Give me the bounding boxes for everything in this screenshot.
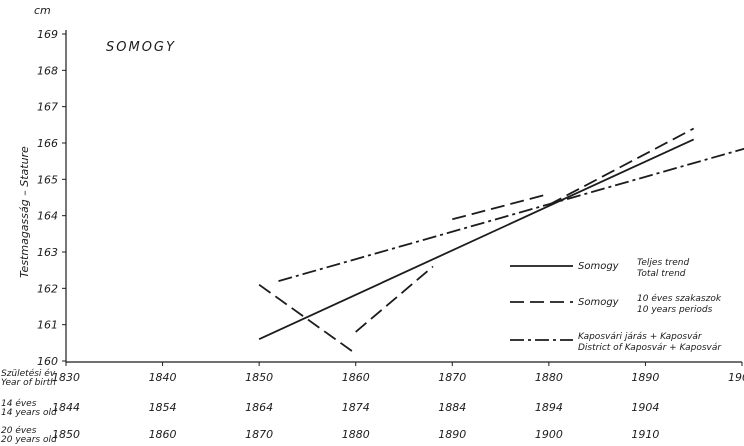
x-tick-label: 1860 [149,428,177,441]
legend-name: Kaposvári járás + Kaposvár [578,332,703,342]
x-tick-label: 1890 [438,428,466,441]
y-tick-labels: 160 161 162 163 164 165 166 167 168 169 [37,28,58,368]
series-solid [258,138,695,341]
legend-description-en: Total trend [637,269,686,279]
y-tick-label: 164 [37,210,58,223]
legend-description-en: District of Kaposvár + Kaposvár [578,343,722,353]
y-tick-label: 167 [37,101,58,114]
x-tick-label: 1880 [342,428,370,441]
x-row-label-en: Year of birth [1,378,56,388]
y-tick-label: 168 [37,64,58,77]
x-tick-label: 1850 [52,428,80,441]
y-tick-label: 166 [37,137,58,150]
series-line [355,265,434,333]
series-line [278,147,744,282]
series-line [258,138,695,341]
series-layer [258,127,744,355]
x-tick-label: 1904 [631,401,659,414]
y-tick-label: 160 [37,355,58,368]
x-tick-label: 1900 [535,428,563,441]
legend-description-hu: Teljes trend [637,258,689,268]
series-line [548,127,695,206]
y-tick-label: 162 [37,282,58,295]
x-tick-label: 1900 [728,371,744,384]
series-dashed [258,127,695,355]
y-unit-label: cm [34,4,51,17]
legend-name: Somogy [578,297,620,308]
x-row-label-hu: 14 éves [1,398,37,409]
y-tick-label: 169 [37,28,58,41]
series-line [452,193,550,221]
axes [62,30,743,366]
x-tick-label: 1894 [535,401,563,414]
legend-name: Somogy [578,261,620,272]
y-tick-label: 165 [37,173,58,186]
y-tick-label: 161 [37,319,58,332]
y-axis-label: Testmagasság – Stature [18,146,31,278]
y-tick-label: 163 [37,246,58,259]
x-tick-label: 1910 [631,428,659,441]
x-tick-label: 1840 [149,371,177,384]
x-tick-label: 1880 [535,371,563,384]
legend-description-en: 10 years periods [637,305,713,315]
x-tick-label: 1884 [438,401,466,414]
x-tick-label: 1830 [52,371,80,384]
x-row-label-hu: 20 éves [1,425,37,436]
x-tick-label: 1854 [149,401,177,414]
x-tick-label: 1870 [245,428,273,441]
chart-title: SOMOGY [106,40,176,55]
x-row-label-hu: Születési év [1,368,56,379]
x-row-label-en: 20 years old [1,435,57,445]
x-tick-label: 1844 [52,401,80,414]
x-tick-label: 1864 [245,401,273,414]
x-tick-label: 1890 [631,371,659,384]
series-line [258,283,357,355]
series-dashdot [278,147,744,282]
x-tick-label: 1860 [342,371,370,384]
x-tick-label: 1850 [245,371,273,384]
x-tick-label: 1870 [438,371,466,384]
legend-description-hu: 10 éves szakaszok [637,293,722,304]
x-row-label-en: 14 years old [1,408,57,418]
x-tick-label: 1874 [342,401,370,414]
